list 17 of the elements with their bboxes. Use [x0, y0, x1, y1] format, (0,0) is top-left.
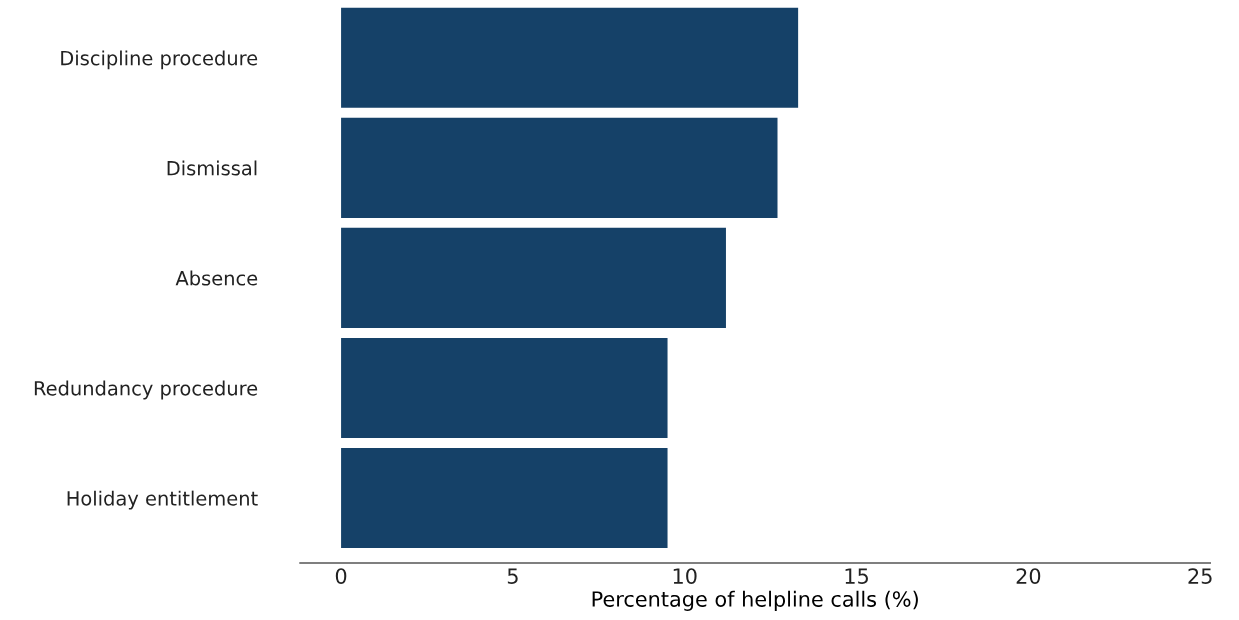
- bar: [341, 227, 726, 328]
- x-tick-label: 25: [1188, 568, 1212, 584]
- y-tick-label: Discipline procedure: [61, 50, 258, 70]
- bar: [341, 337, 668, 439]
- x-tick-label: 20: [1016, 568, 1041, 584]
- x-tick-label: 5: [507, 568, 518, 584]
- bar: [341, 7, 799, 108]
- bar: [341, 117, 778, 218]
- y-tick-label: Dismissal: [167, 160, 257, 176]
- x-tick-label: 10: [673, 568, 697, 584]
- bar: [341, 447, 668, 549]
- y-tick-label: Redundancy procedure: [34, 380, 258, 400]
- x-axis-title: Percentage of helpline calls (%): [592, 590, 918, 611]
- x-tick-label: 15: [845, 568, 868, 584]
- x-tick-label: 0: [335, 568, 347, 584]
- y-tick-label: Absence: [175, 270, 258, 286]
- y-tick-label: Holiday entitlement: [67, 490, 258, 510]
